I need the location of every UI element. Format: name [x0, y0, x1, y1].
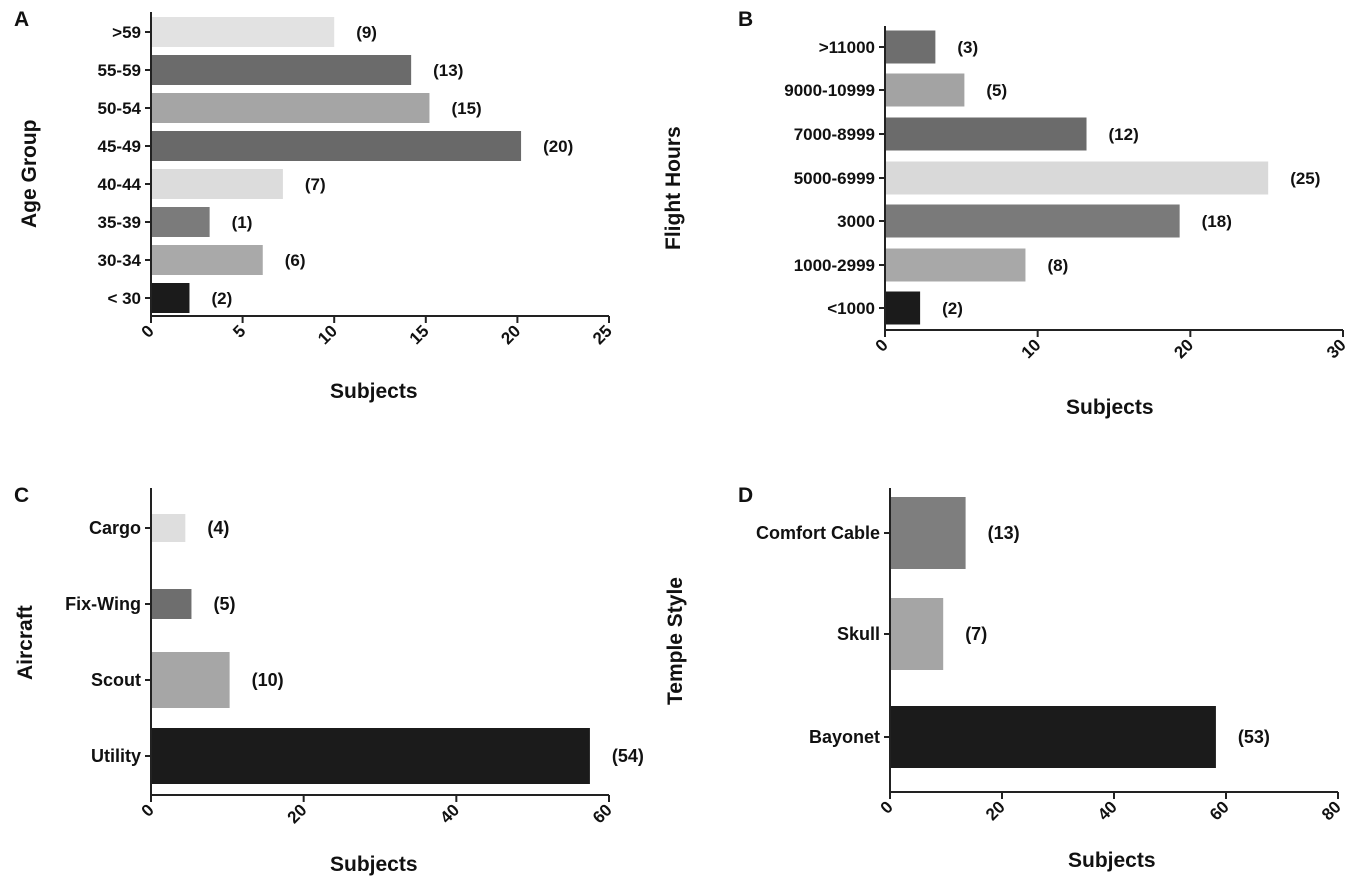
category-label-d-0: Comfort Cable — [756, 523, 880, 543]
bar-a-2 — [151, 93, 430, 123]
bar-a-0 — [151, 17, 335, 47]
bar-d-0 — [890, 497, 966, 569]
data-label-c-0: (4) — [207, 518, 229, 538]
category-label-a-6: 30-34 — [98, 251, 142, 270]
bar-c-1 — [151, 589, 192, 619]
x-axis-title-b: Subjects — [1066, 396, 1154, 419]
data-label-c-3: (54) — [612, 746, 644, 766]
bar-d-1 — [890, 598, 944, 670]
bar-b-5 — [885, 248, 1026, 282]
category-label-b-3: 5000-6999 — [794, 169, 875, 188]
data-label-a-1: (13) — [433, 61, 463, 80]
data-label-c-2: (10) — [252, 670, 284, 690]
bar-b-0 — [885, 30, 936, 64]
x-axis-title-d: Subjects — [1068, 849, 1156, 872]
data-label-a-2: (15) — [451, 99, 481, 118]
bar-b-2 — [885, 117, 1087, 151]
data-label-b-0: (3) — [957, 38, 978, 57]
bar-a-7 — [151, 283, 190, 313]
data-label-b-6: (2) — [942, 299, 963, 318]
category-label-c-0: Cargo — [89, 518, 141, 538]
data-label-b-2: (12) — [1109, 125, 1139, 144]
panel-letter-b: B — [738, 8, 754, 31]
x-tick-label-d-4: 80 — [1318, 797, 1345, 824]
bar-c-0 — [151, 514, 186, 542]
x-tick-label-d-3: 60 — [1206, 797, 1233, 824]
bar-b-4 — [885, 204, 1180, 238]
category-label-a-3: 45-49 — [98, 137, 141, 156]
bar-b-3 — [885, 161, 1269, 195]
bar-b-1 — [885, 73, 965, 107]
category-label-a-2: 50-54 — [98, 99, 142, 118]
bar-b-6 — [885, 291, 921, 325]
data-label-a-0: (9) — [356, 23, 377, 42]
data-label-b-4: (18) — [1202, 212, 1232, 231]
bar-a-4 — [151, 169, 283, 199]
category-label-a-7: < 30 — [107, 289, 141, 308]
data-label-b-3: (25) — [1290, 169, 1320, 188]
panel-letter-a: A — [14, 8, 30, 31]
data-label-b-5: (8) — [1047, 256, 1068, 275]
category-label-b-1: 9000-10999 — [784, 81, 875, 100]
chart-panel-c: C Aircraft Subjects Cargo (4) Fix-Wing (5) S… — [14, 484, 644, 876]
data-label-d-0: (13) — [988, 523, 1020, 543]
bar-a-3 — [151, 131, 522, 161]
category-label-b-0: >11000 — [819, 38, 875, 57]
category-label-c-2: Scout — [91, 670, 141, 690]
data-label-a-6: (6) — [285, 251, 306, 270]
chart-panel-b: B Flight Hours Subjects >11000 (3) 9000-10… — [662, 8, 1350, 419]
chart-svg-b: >11000 (3) 9000-10999 (5) 7000-8999 (12) 5000-… — [784, 26, 1350, 362]
category-label-d-1: Skull — [837, 624, 880, 644]
category-label-a-4: 40-44 — [98, 175, 142, 194]
panel-letter-c: C — [14, 484, 30, 507]
data-label-b-1: (5) — [986, 81, 1007, 100]
data-label-a-5: (1) — [232, 213, 253, 232]
category-label-c-1: Fix-Wing — [65, 594, 141, 614]
category-label-b-6: <1000 — [827, 299, 875, 318]
bar-a-1 — [151, 55, 412, 85]
bar-c-2 — [151, 652, 230, 708]
x-tick-label-d-2: 40 — [1094, 797, 1121, 824]
data-label-d-1: (7) — [965, 624, 987, 644]
bar-c-3 — [151, 728, 590, 784]
x-tick-label-d-0: 0 — [877, 797, 897, 817]
data-label-a-3: (20) — [543, 137, 573, 156]
chart-svg-a: >59 (9) 55-59 (13) 50-54 (15) 45-49 (20) 40-44 (7… — [98, 12, 616, 348]
x-axis-title-a: Subjects — [330, 380, 418, 403]
data-label-a-7: (2) — [211, 289, 232, 308]
category-label-b-4: 3000 — [837, 212, 875, 231]
data-label-c-1: (5) — [213, 594, 235, 614]
bar-d-2 — [890, 706, 1216, 768]
category-label-a-1: 55-59 — [98, 61, 141, 80]
category-label-a-0: >59 — [112, 23, 141, 42]
category-label-b-2: 7000-8999 — [794, 125, 875, 144]
category-label-c-3: Utility — [91, 746, 141, 766]
category-label-b-5: 1000-2999 — [794, 256, 875, 275]
category-label-d-2: Bayonet — [809, 727, 880, 747]
bar-a-6 — [151, 245, 263, 275]
panel-letter-d: D — [738, 484, 754, 507]
category-label-a-5: 35-39 — [98, 213, 141, 232]
chart-svg-c: Cargo (4)Fix-Wing (5)Scout (10)Utility (54)0… — [65, 488, 644, 827]
chart-panel-a: A Age Group Subjects >59 (9) 55-59 (13) 50-5… — [0, 0, 679, 440]
x-axis-title-c: Subjects — [330, 853, 418, 876]
bar-a-5 — [151, 207, 210, 237]
data-label-d-2: (53) — [1238, 727, 1270, 747]
data-label-a-4: (7) — [305, 175, 326, 194]
x-tick-label-d-1: 20 — [982, 797, 1009, 824]
